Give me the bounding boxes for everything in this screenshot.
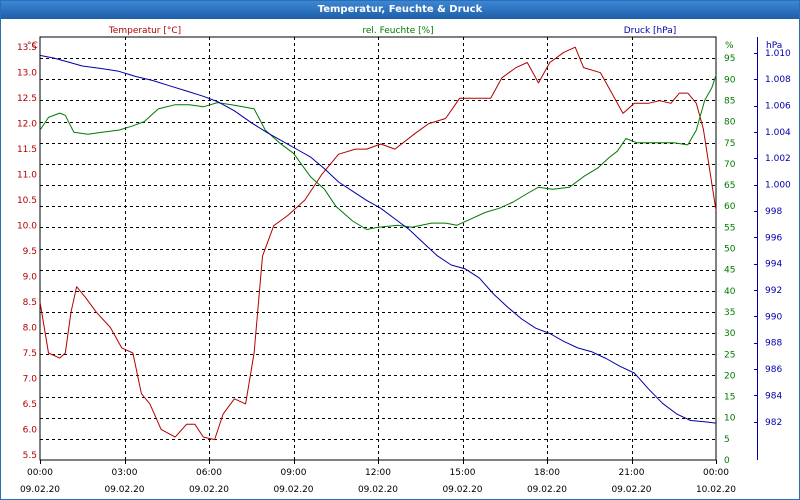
- pressure-series-line: [39, 54, 717, 424]
- x-tick-date: 09.02.20: [611, 485, 651, 495]
- pressure-tick-label: 996: [765, 233, 782, 243]
- temperature-tick-label: 13.0: [17, 69, 37, 79]
- humidity-tick-label: 15: [724, 393, 735, 403]
- x-tick-time: 00:00: [27, 468, 53, 478]
- pressure-tick-label: 1.006: [765, 102, 791, 112]
- x-tick-time: 15:00: [450, 468, 476, 478]
- humidity-tick-label: 20: [724, 371, 736, 381]
- pressure-axis: hPa 982 984 986 988 990 992 994 996 998 1.000 1.002…: [754, 37, 791, 460]
- temperature-tick-label: 11.0: [17, 171, 37, 181]
- temperature-tick-label: 9.5: [23, 247, 37, 257]
- humidity-tick-label: 60: [724, 202, 736, 212]
- pressure-tick-label: 1.000: [765, 181, 791, 191]
- temperature-tick-label: 12.0: [17, 120, 37, 130]
- humidity-tick-label: 40: [724, 287, 736, 297]
- series-labels: Temperatur [°C] rel. Feuchte [%] Druck [hP…: [108, 26, 676, 36]
- humidity-tick-label: 65: [724, 181, 735, 191]
- humidity-tick-label: 75: [724, 139, 735, 149]
- x-tick-time: 12:00: [365, 468, 391, 478]
- temperature-tick-label: 6.0: [23, 425, 38, 435]
- temperature-tick-label: 13.5: [17, 43, 37, 53]
- humidity-tick-label: 5: [724, 435, 730, 445]
- temperature-tick-label: 8.5: [23, 298, 37, 308]
- humidity-tick-label: 10: [724, 414, 736, 424]
- temperature-tick-label: 7.5: [23, 349, 37, 359]
- x-tick-date: 09.02.20: [104, 485, 144, 495]
- x-tick-time: 06:00: [196, 468, 222, 478]
- humidity-tick-label: 25: [724, 350, 735, 360]
- temperature-unit-label: °C: [27, 41, 38, 51]
- pressure-tick-label: 1.004: [765, 128, 791, 138]
- temperature-tick-label: 6.5: [23, 400, 37, 410]
- humidity-tick-label: 30: [724, 329, 736, 339]
- x-tick-date: 09.02.20: [189, 485, 229, 495]
- x-tick-date: 10.02.20: [696, 485, 736, 495]
- pressure-tick-label: 992: [765, 286, 782, 296]
- temperature-tick-label: 10.0: [17, 222, 37, 232]
- humidity-series-label: rel. Feuchte [%]: [362, 26, 433, 36]
- humidity-unit-label: %: [725, 41, 734, 51]
- pressure-tick-label: 994: [765, 260, 782, 270]
- pressure-series-label: Druck [hPa]: [624, 26, 677, 36]
- humidity-tick-label: 50: [724, 245, 736, 255]
- time-axis: 00:00 09.02.20 03:00 09.02.20 06:00 09.02.20 0…: [20, 460, 736, 495]
- humidity-tick-label: 45: [724, 266, 735, 276]
- humidity-tick-label: 55: [724, 223, 735, 233]
- x-tick-date: 09.02.20: [273, 485, 313, 495]
- series-lines: [39, 46, 717, 441]
- humidity-tick-label: 85: [724, 96, 735, 106]
- x-tick-time: 18:00: [534, 468, 560, 478]
- temperature-series-label: Temperatur [°C]: [108, 26, 181, 36]
- x-tick-date: 09.02.20: [442, 485, 482, 495]
- pressure-tick-label: 984: [765, 391, 782, 401]
- temperature-tick-label: 9.0: [23, 273, 38, 283]
- humidity-axis: % 0 5 10 15 20 25 30 35 40 45 50 55 60 65 70 75 80 85 90 95: [724, 41, 736, 466]
- x-tick-time: 00:00: [703, 468, 729, 478]
- window-title: Temperatur, Feuchte & Druck: [1, 1, 799, 19]
- humidity-tick-label: 0: [724, 456, 730, 466]
- temperature-series-line: [39, 46, 717, 441]
- x-tick-time: 21:00: [619, 468, 645, 478]
- x-tick-time: 03:00: [112, 468, 138, 478]
- pressure-unit-label: hPa: [766, 41, 782, 51]
- grid-lines: [40, 37, 716, 460]
- temperature-tick-label: 10.5: [17, 196, 37, 206]
- pressure-tick-label: 1.010: [765, 49, 791, 59]
- pressure-tick-label: 1.002: [765, 154, 791, 164]
- temperature-tick-label: 11.5: [17, 145, 37, 155]
- x-tick-date: 09.02.20: [527, 485, 567, 495]
- humidity-series-line: [39, 74, 717, 230]
- pressure-tick-label: 986: [765, 365, 782, 375]
- x-tick-time: 09:00: [281, 468, 307, 478]
- temperature-tick-label: 12.5: [17, 94, 37, 104]
- pressure-tick-label: 990: [765, 312, 782, 322]
- humidity-tick-label: 70: [724, 160, 736, 170]
- pressure-tick-label: 988: [765, 339, 782, 349]
- x-tick-date: 09.02.20: [358, 485, 398, 495]
- x-tick-date: 09.02.20: [20, 485, 60, 495]
- pressure-tick-label: 1.008: [765, 75, 791, 85]
- humidity-tick-label: 90: [724, 75, 736, 85]
- pressure-tick-label: 998: [765, 207, 782, 217]
- temperature-tick-label: 7.0: [23, 374, 38, 384]
- temperature-axis: °C 5.5 6.0 6.5 7.0 7.5 8.0 8.5 9.0 9.5 10.0 10.5 11.…: [17, 41, 38, 461]
- temperature-tick-label: 8.0: [23, 323, 38, 333]
- humidity-tick-label: 80: [724, 118, 736, 128]
- humidity-tick-label: 95: [724, 54, 735, 64]
- pressure-tick-label: 982: [765, 418, 782, 428]
- humidity-tick-label: 35: [724, 308, 735, 318]
- temperature-tick-label: 5.5: [23, 451, 37, 461]
